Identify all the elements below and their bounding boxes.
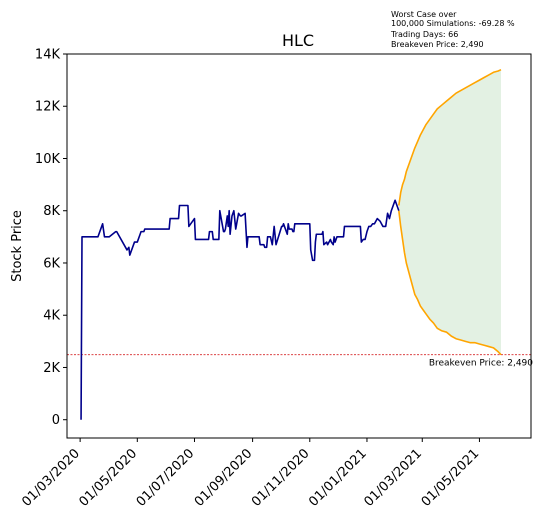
plot-area: Breakeven Price: 2,490 0 2K 4K 6K 8K 10K 12K 14K… [19,48,533,510]
simulation-lower-line [398,210,502,356]
note-line-3: Trading Days: 66 [390,30,458,39]
x-tick-label: 01/05/2021 [419,446,483,510]
x-tick-label: 01/03/2021 [361,446,425,510]
y-tick-label: 0 [52,413,60,428]
note-line-1: Worst Case over [391,10,457,19]
x-tick-label: 01/05/2020 [77,446,141,510]
simulation-band [398,69,501,355]
note-line-2: 100,000 Simulations: -69.28 % [391,19,515,28]
y-tick-label: 12K [35,100,61,115]
y-axis-label: Stock Price [10,210,25,282]
y-tick-label: 14K [35,48,61,63]
historical-price-line [80,199,400,420]
y-tick-label: 6K [43,256,60,271]
x-tick-label: 01/09/2020 [192,446,256,510]
chart-title: HLC [282,31,314,50]
x-tick-label: 01/01/2021 [306,446,370,510]
simulation-upper-line [398,68,502,206]
y-tick-label: 2K [43,361,60,376]
x-tick-label: 01/11/2020 [249,446,313,510]
y-tick-label: 8K [43,204,60,219]
y-tick-label: 4K [43,309,60,324]
x-tick-label: 01/03/2020 [19,446,83,510]
simulation-notes: Worst Case over 100,000 Simulations: -69… [390,10,515,49]
breakeven-label: Breakeven Price: 2,490 [429,359,533,369]
y-tick-label: 10K [35,152,61,167]
axes-frame [66,53,532,439]
x-tick-label: 01/07/2020 [134,446,198,510]
note-line-4: Breakeven Price: 2,490 [391,40,484,49]
